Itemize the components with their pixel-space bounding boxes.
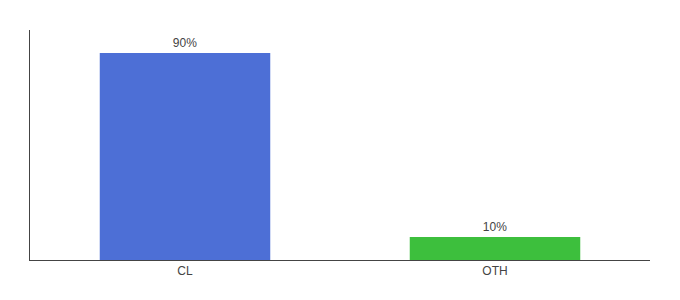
- svg-text:OTH: OTH: [482, 264, 507, 278]
- svg-text:10%: 10%: [483, 220, 507, 234]
- svg-text:CL: CL: [177, 264, 193, 278]
- svg-text:90%: 90%: [173, 36, 197, 50]
